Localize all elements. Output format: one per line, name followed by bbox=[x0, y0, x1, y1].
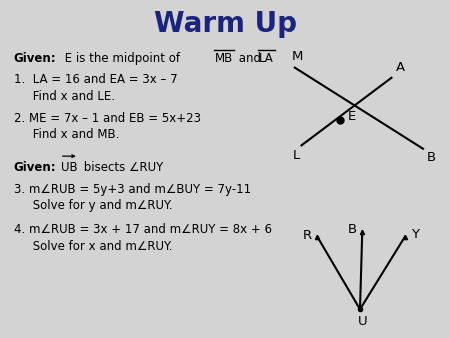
Text: 2. ME = 7x – 1 and EB = 5x+23: 2. ME = 7x – 1 and EB = 5x+23 bbox=[14, 112, 201, 124]
Text: 3. m∠RUB = 5y+3 and m∠BUY = 7y-11: 3. m∠RUB = 5y+3 and m∠BUY = 7y-11 bbox=[14, 183, 251, 195]
Text: L: L bbox=[292, 149, 300, 162]
Text: E is the midpoint of: E is the midpoint of bbox=[61, 52, 180, 65]
Text: MB: MB bbox=[215, 52, 234, 65]
Text: 1.  LA = 16 and EA = 3x – 7: 1. LA = 16 and EA = 3x – 7 bbox=[14, 73, 177, 86]
Text: bisects ∠RUY: bisects ∠RUY bbox=[80, 161, 163, 173]
Text: M: M bbox=[291, 50, 303, 63]
Text: Solve for x and m∠RUY.: Solve for x and m∠RUY. bbox=[14, 240, 172, 253]
Text: Find x and MB.: Find x and MB. bbox=[14, 128, 119, 141]
Text: and: and bbox=[235, 52, 261, 65]
Text: LA: LA bbox=[259, 52, 274, 65]
Text: U: U bbox=[357, 315, 367, 328]
Text: Given:: Given: bbox=[14, 161, 56, 173]
Text: Given:: Given: bbox=[14, 52, 56, 65]
Text: R: R bbox=[303, 229, 312, 242]
Text: B: B bbox=[348, 223, 357, 236]
Text: B: B bbox=[427, 151, 436, 164]
Text: UB: UB bbox=[61, 161, 77, 173]
Text: Warm Up: Warm Up bbox=[153, 10, 297, 38]
Text: Find x and LE.: Find x and LE. bbox=[14, 90, 114, 102]
Text: Y: Y bbox=[411, 228, 419, 241]
Text: Solve for y and m∠RUY.: Solve for y and m∠RUY. bbox=[14, 199, 172, 212]
Text: E: E bbox=[348, 110, 356, 123]
Text: 4. m∠RUB = 3x + 17 and m∠RUY = 8x + 6: 4. m∠RUB = 3x + 17 and m∠RUY = 8x + 6 bbox=[14, 223, 271, 236]
Text: A: A bbox=[396, 61, 405, 74]
